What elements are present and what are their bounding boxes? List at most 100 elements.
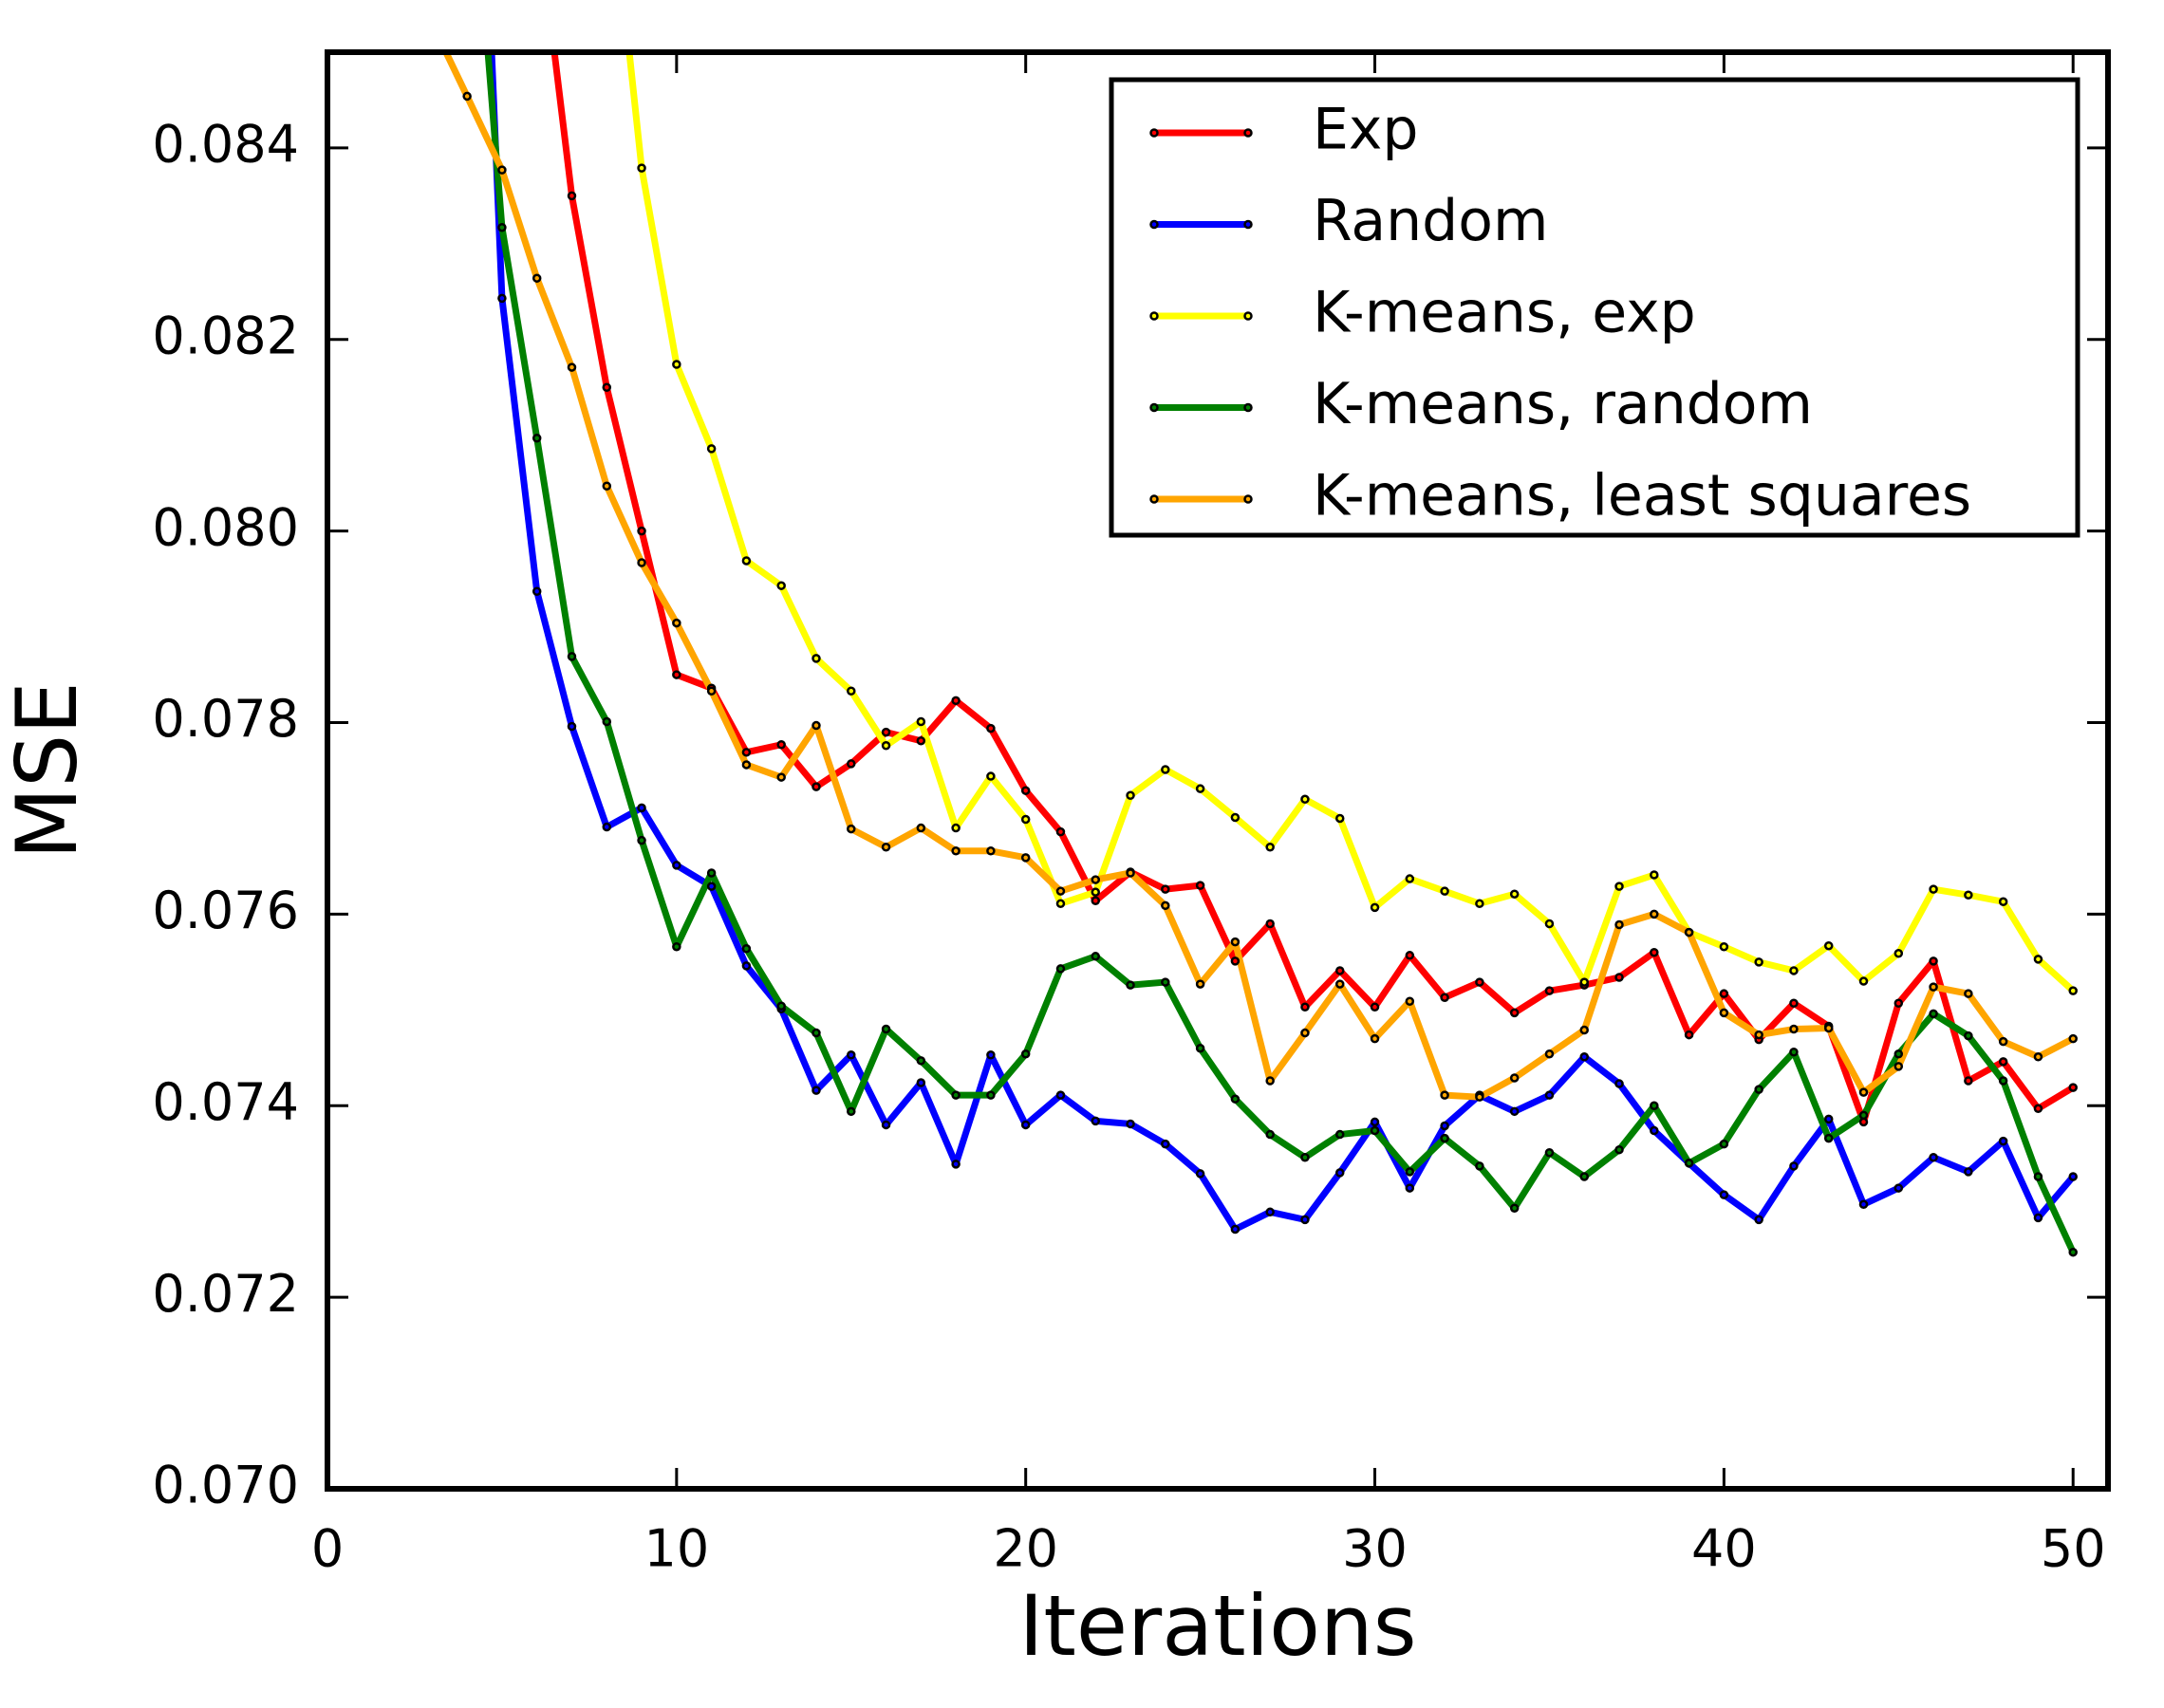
point-marker — [1230, 956, 1241, 966]
point-marker — [1300, 1215, 1310, 1225]
point-marker — [1964, 989, 1973, 998]
point-marker — [1230, 1094, 1241, 1104]
point-marker — [1055, 964, 1066, 974]
point-marker — [1650, 948, 1659, 957]
point-marker — [1405, 1183, 1415, 1193]
legend-label: Exp — [1313, 97, 1419, 163]
point-marker — [1475, 899, 1484, 909]
point-marker — [1684, 927, 1694, 938]
point-marker — [1650, 1101, 1659, 1111]
point-marker — [881, 1024, 891, 1034]
point-marker — [1055, 899, 1066, 909]
point-marker — [429, 20, 436, 27]
point-marker — [1719, 941, 1729, 952]
point-marker — [637, 803, 646, 813]
point-marker — [812, 782, 821, 791]
point-marker — [567, 652, 577, 661]
point-marker — [672, 941, 681, 952]
point-marker — [1161, 900, 1170, 911]
point-marker — [1440, 886, 1449, 896]
point-marker — [916, 735, 926, 746]
point-marker — [637, 163, 646, 173]
point-marker — [602, 382, 612, 393]
point-marker — [1614, 1079, 1624, 1088]
legend-marker — [1243, 219, 1253, 230]
point-marker — [1091, 952, 1101, 961]
point-marker — [1929, 884, 1938, 894]
point-marker — [706, 686, 717, 696]
point-marker — [1265, 919, 1275, 929]
point-marker — [1894, 1062, 1904, 1071]
point-marker — [1405, 996, 1415, 1006]
point-marker — [1894, 1183, 1904, 1193]
point-marker — [1579, 1052, 1589, 1062]
point-marker — [1719, 1190, 1729, 1199]
point-marker — [1265, 1129, 1275, 1140]
y-tick-label: 0.084 — [152, 115, 299, 175]
point-marker — [1823, 1114, 1834, 1124]
point-marker — [1126, 1119, 1135, 1129]
point-marker — [812, 654, 821, 663]
point-marker — [532, 586, 542, 597]
legend-label: Random — [1313, 188, 1548, 254]
legend-label: K-means, random — [1313, 371, 1813, 437]
point-marker — [672, 861, 681, 870]
legend-marker — [1149, 219, 1159, 230]
y-tick-label: 0.070 — [152, 1456, 299, 1515]
point-marker — [1440, 993, 1449, 1002]
point-marker — [812, 1086, 821, 1095]
point-marker — [1684, 1159, 1694, 1168]
point-marker — [881, 741, 891, 751]
point-marker — [951, 1090, 961, 1100]
point-marker — [916, 1056, 926, 1066]
point-marker — [1929, 1153, 1938, 1162]
y-tick-label: 0.082 — [152, 306, 299, 365]
point-marker — [847, 759, 856, 769]
point-marker — [1300, 1028, 1310, 1038]
point-marker — [1020, 1049, 1031, 1059]
point-marker — [1020, 1120, 1031, 1130]
x-tick-label: 40 — [1691, 1519, 1757, 1579]
point-marker — [1440, 1133, 1449, 1143]
point-marker — [1789, 966, 1799, 975]
legend-marker — [1149, 494, 1159, 504]
x-axis-label: Iterations — [1018, 1577, 1416, 1675]
point-marker — [1300, 1002, 1310, 1012]
point-marker — [497, 293, 507, 304]
point-marker — [1195, 881, 1205, 890]
point-marker — [672, 360, 681, 369]
point-marker — [951, 696, 961, 706]
point-marker — [1195, 979, 1205, 989]
point-marker — [567, 191, 577, 201]
point-marker — [1719, 1008, 1729, 1018]
point-marker — [951, 1160, 961, 1169]
point-marker — [847, 686, 856, 696]
point-marker — [532, 273, 542, 283]
point-marker — [1964, 1030, 1973, 1041]
legend-label: K-means, least squares — [1313, 463, 1971, 529]
point-marker — [1964, 1076, 1973, 1086]
point-marker — [1789, 1024, 1799, 1034]
point-marker — [1509, 1203, 1520, 1214]
point-marker — [986, 846, 996, 856]
point-marker — [672, 618, 681, 628]
legend-marker — [1243, 311, 1253, 321]
point-marker — [847, 1106, 856, 1117]
point-marker — [1370, 1125, 1380, 1136]
plot-frame — [325, 49, 2111, 1492]
point-marker — [1579, 1025, 1589, 1035]
y-tick-label: 0.072 — [152, 1264, 299, 1324]
point-marker — [637, 558, 646, 567]
point-marker — [1091, 896, 1101, 906]
point-marker — [2068, 1247, 2078, 1257]
point-marker — [706, 444, 717, 454]
point-marker — [1370, 902, 1380, 913]
point-marker — [1265, 842, 1275, 852]
point-marker — [1894, 1049, 1904, 1059]
point-marker — [776, 739, 786, 750]
point-marker — [1370, 1002, 1380, 1012]
point-marker — [1858, 1199, 1869, 1209]
point-marker — [1754, 1085, 1763, 1094]
point-marker — [1894, 949, 1904, 958]
